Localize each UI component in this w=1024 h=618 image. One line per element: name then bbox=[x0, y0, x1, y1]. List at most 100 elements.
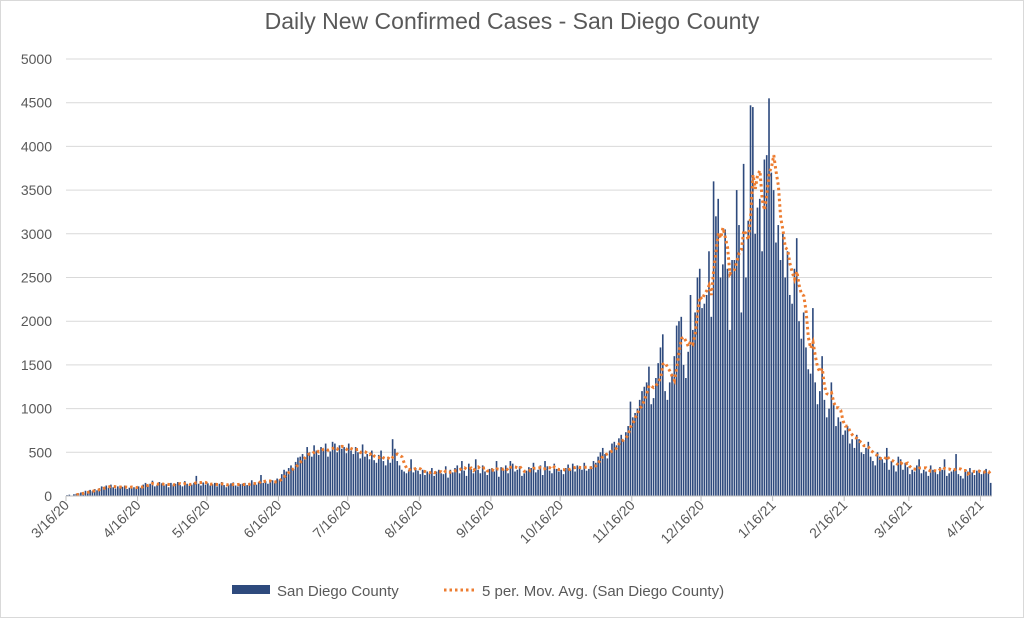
bar bbox=[407, 469, 410, 496]
bar bbox=[183, 481, 186, 496]
bar bbox=[948, 473, 950, 496]
bar bbox=[368, 459, 371, 496]
bar bbox=[456, 465, 459, 496]
bar bbox=[548, 470, 551, 496]
bar bbox=[91, 491, 94, 496]
bar bbox=[133, 487, 135, 496]
bar bbox=[239, 484, 242, 496]
bar bbox=[770, 172, 773, 496]
bar bbox=[181, 486, 184, 496]
bar bbox=[100, 486, 103, 496]
bar bbox=[147, 485, 149, 496]
bar bbox=[454, 468, 456, 496]
bar bbox=[98, 488, 101, 496]
bar bbox=[394, 448, 396, 496]
bar bbox=[336, 452, 338, 496]
bar bbox=[498, 476, 500, 496]
bar bbox=[280, 474, 283, 496]
bar bbox=[673, 356, 676, 496]
bar bbox=[971, 472, 974, 496]
bar bbox=[253, 483, 255, 496]
bar bbox=[320, 447, 322, 496]
bar bbox=[380, 450, 382, 496]
bar bbox=[297, 457, 299, 496]
bar bbox=[694, 312, 696, 496]
y-tick-label: 1000 bbox=[21, 401, 52, 417]
bar bbox=[728, 329, 731, 496]
bar bbox=[909, 474, 911, 496]
bar bbox=[885, 447, 888, 496]
bar bbox=[128, 487, 131, 496]
bar bbox=[491, 468, 493, 496]
bar bbox=[232, 482, 235, 496]
bar bbox=[172, 484, 175, 496]
bar bbox=[703, 303, 706, 496]
bar bbox=[571, 463, 574, 496]
bar bbox=[414, 468, 417, 496]
x-tick-label: 2/16/21 bbox=[806, 497, 850, 541]
bar bbox=[881, 459, 883, 496]
bar bbox=[518, 466, 521, 496]
bar bbox=[271, 480, 274, 496]
bar bbox=[403, 471, 405, 496]
bar bbox=[73, 494, 75, 496]
x-tick-label: 4/16/20 bbox=[99, 497, 143, 541]
bar bbox=[361, 444, 364, 496]
bar bbox=[204, 484, 207, 496]
bar bbox=[511, 463, 514, 496]
bar bbox=[680, 316, 683, 496]
bar bbox=[920, 473, 923, 496]
bar bbox=[347, 443, 350, 496]
bar bbox=[257, 482, 260, 496]
bar bbox=[301, 454, 304, 496]
bar bbox=[334, 443, 336, 496]
bar bbox=[89, 489, 91, 496]
gridlines bbox=[66, 58, 992, 453]
bar bbox=[844, 430, 847, 496]
bar bbox=[359, 458, 362, 496]
y-tick-label: 1500 bbox=[21, 357, 52, 373]
bar bbox=[539, 465, 542, 496]
bar bbox=[421, 469, 424, 496]
bar bbox=[661, 334, 664, 496]
bar bbox=[551, 473, 553, 496]
bar bbox=[103, 487, 105, 496]
bar bbox=[973, 475, 976, 496]
bar bbox=[447, 477, 449, 496]
bar bbox=[507, 473, 509, 496]
bar bbox=[470, 468, 472, 496]
bar bbox=[687, 351, 689, 496]
bar bbox=[696, 277, 699, 496]
bar bbox=[738, 225, 740, 496]
bar bbox=[534, 472, 537, 496]
bar bbox=[276, 478, 278, 496]
bar bbox=[705, 294, 708, 496]
bar bbox=[285, 471, 288, 496]
bar bbox=[509, 461, 512, 496]
bar bbox=[440, 473, 442, 496]
bar bbox=[195, 475, 198, 496]
bar bbox=[782, 233, 784, 497]
bar bbox=[119, 488, 121, 496]
bar bbox=[287, 468, 290, 496]
bar bbox=[814, 382, 817, 496]
bar bbox=[493, 471, 496, 496]
bar bbox=[516, 469, 519, 496]
bar bbox=[93, 489, 96, 496]
bar bbox=[756, 207, 759, 496]
bar bbox=[590, 466, 593, 496]
bar bbox=[202, 482, 205, 496]
bar bbox=[932, 469, 934, 496]
bar bbox=[685, 378, 687, 496]
bar bbox=[112, 487, 115, 496]
bar bbox=[165, 484, 168, 496]
bar bbox=[220, 482, 223, 496]
bar bbox=[812, 308, 814, 496]
bar bbox=[929, 465, 932, 496]
bar bbox=[927, 475, 930, 496]
bar bbox=[151, 480, 154, 496]
bar bbox=[241, 483, 244, 496]
bar bbox=[401, 469, 403, 496]
bar bbox=[745, 277, 747, 496]
bar bbox=[546, 466, 549, 496]
